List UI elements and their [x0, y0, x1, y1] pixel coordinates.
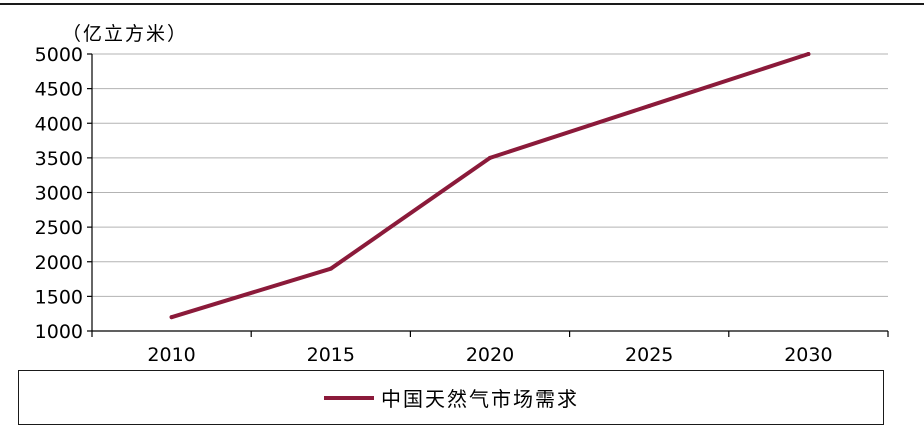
y-tick-label: 1500 [35, 286, 83, 308]
legend-label: 中国天然气市场需求 [381, 387, 579, 411]
data-point [169, 315, 174, 320]
y-tick-label: 4500 [35, 79, 83, 101]
axes [87, 53, 889, 337]
x-tick-label: 2010 [147, 344, 195, 366]
y-tick-label: 1000 [35, 321, 83, 343]
series-line-0 [169, 52, 811, 320]
y-tick-label: 3000 [35, 183, 83, 205]
x-tick-label: 2030 [784, 344, 832, 366]
series-lines [169, 52, 811, 320]
data-point [647, 103, 652, 108]
y-tick-label: 2500 [35, 217, 83, 239]
y-tick-label: 5000 [35, 44, 83, 66]
x-tick-label: 2025 [625, 344, 673, 366]
legend-swatch [324, 396, 374, 400]
gridlines [92, 53, 888, 297]
y-tick-label: 3500 [35, 148, 83, 170]
y-axis-unit-label: （亿立方米） [62, 23, 188, 45]
x-tick-label: 2020 [466, 344, 514, 366]
data-point [806, 52, 811, 56]
y-tick-label: 4000 [35, 113, 83, 135]
tick-labels: 1000 1500 2000 2500 3000 3500 4000 4500 5000 2010… [35, 44, 833, 366]
data-point [488, 155, 492, 160]
data-point [328, 266, 333, 271]
x-tick-label: 2015 [307, 344, 355, 366]
legend: 中国天然气市场需求 [18, 370, 884, 425]
y-tick-label: 2000 [35, 252, 83, 274]
